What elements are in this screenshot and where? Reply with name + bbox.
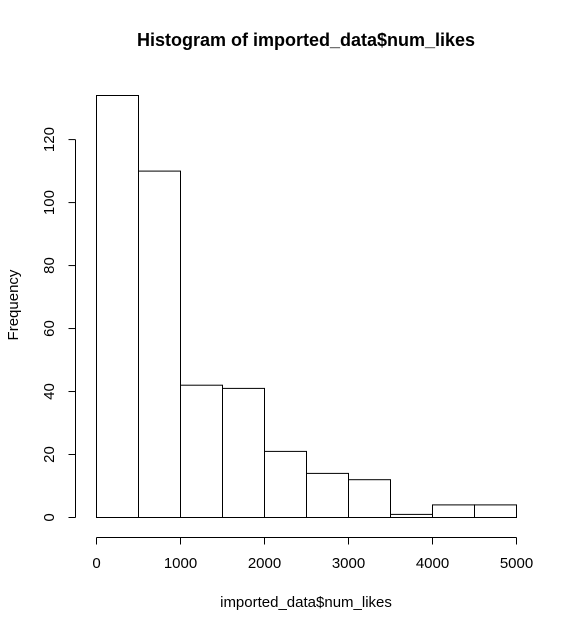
histogram-bar-6	[348, 479, 391, 519]
histogram-bar-8	[432, 504, 475, 518]
histogram-bar-7	[390, 513, 433, 519]
y-tick-label-4: 80	[41, 257, 58, 274]
x-tick-label-1: 1000	[164, 555, 197, 572]
x-tick-label-3: 3000	[332, 555, 365, 572]
y-tick-label-1: 20	[41, 446, 58, 463]
x-tick-label-2: 2000	[248, 555, 281, 572]
chart-title: Histogram of imported_data$num_likes	[137, 30, 475, 50]
histogram-bar-1	[138, 170, 181, 518]
histogram-bar-9	[474, 504, 517, 518]
y-tick-label-2: 40	[41, 383, 58, 400]
y-axis: 0 20 40 60 80 100 120	[41, 127, 76, 522]
x-tick-label-4: 4000	[416, 555, 449, 572]
y-tick-label-0: 0	[41, 513, 58, 521]
x-axis-label: imported_data$num_likes	[220, 594, 392, 611]
histogram-bars	[96, 95, 517, 519]
x-axis: 0 1000 2000 3000 4000 5000	[92, 537, 533, 572]
x-tick-label-0: 0	[92, 555, 100, 572]
y-axis-label: Frequency	[5, 269, 22, 340]
x-tick-label-5: 5000	[500, 555, 533, 572]
y-tick-label-6: 120	[41, 127, 58, 152]
histogram-bar-3	[222, 387, 265, 518]
y-tick-label-5: 100	[41, 190, 58, 215]
histogram-bar-4	[264, 450, 307, 518]
y-tick-label-3: 60	[41, 320, 58, 337]
histogram-bar-5	[306, 472, 349, 518]
histogram-bar-0	[96, 95, 139, 518]
histogram-bar-2	[180, 384, 223, 519]
